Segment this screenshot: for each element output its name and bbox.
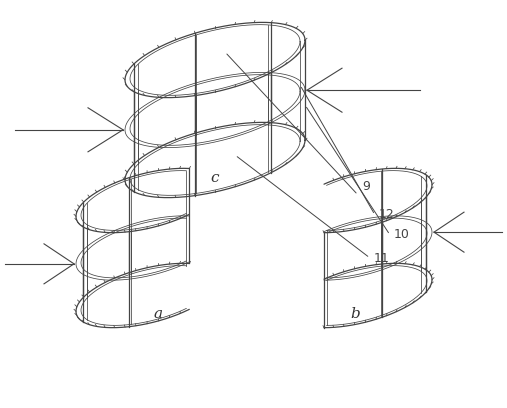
Text: a: a	[154, 306, 163, 321]
Text: b: b	[350, 306, 360, 321]
Text: 10: 10	[394, 228, 410, 242]
Text: 11: 11	[374, 251, 390, 264]
Text: 12: 12	[379, 208, 395, 222]
Text: c: c	[211, 171, 219, 185]
Text: 9: 9	[362, 180, 370, 193]
